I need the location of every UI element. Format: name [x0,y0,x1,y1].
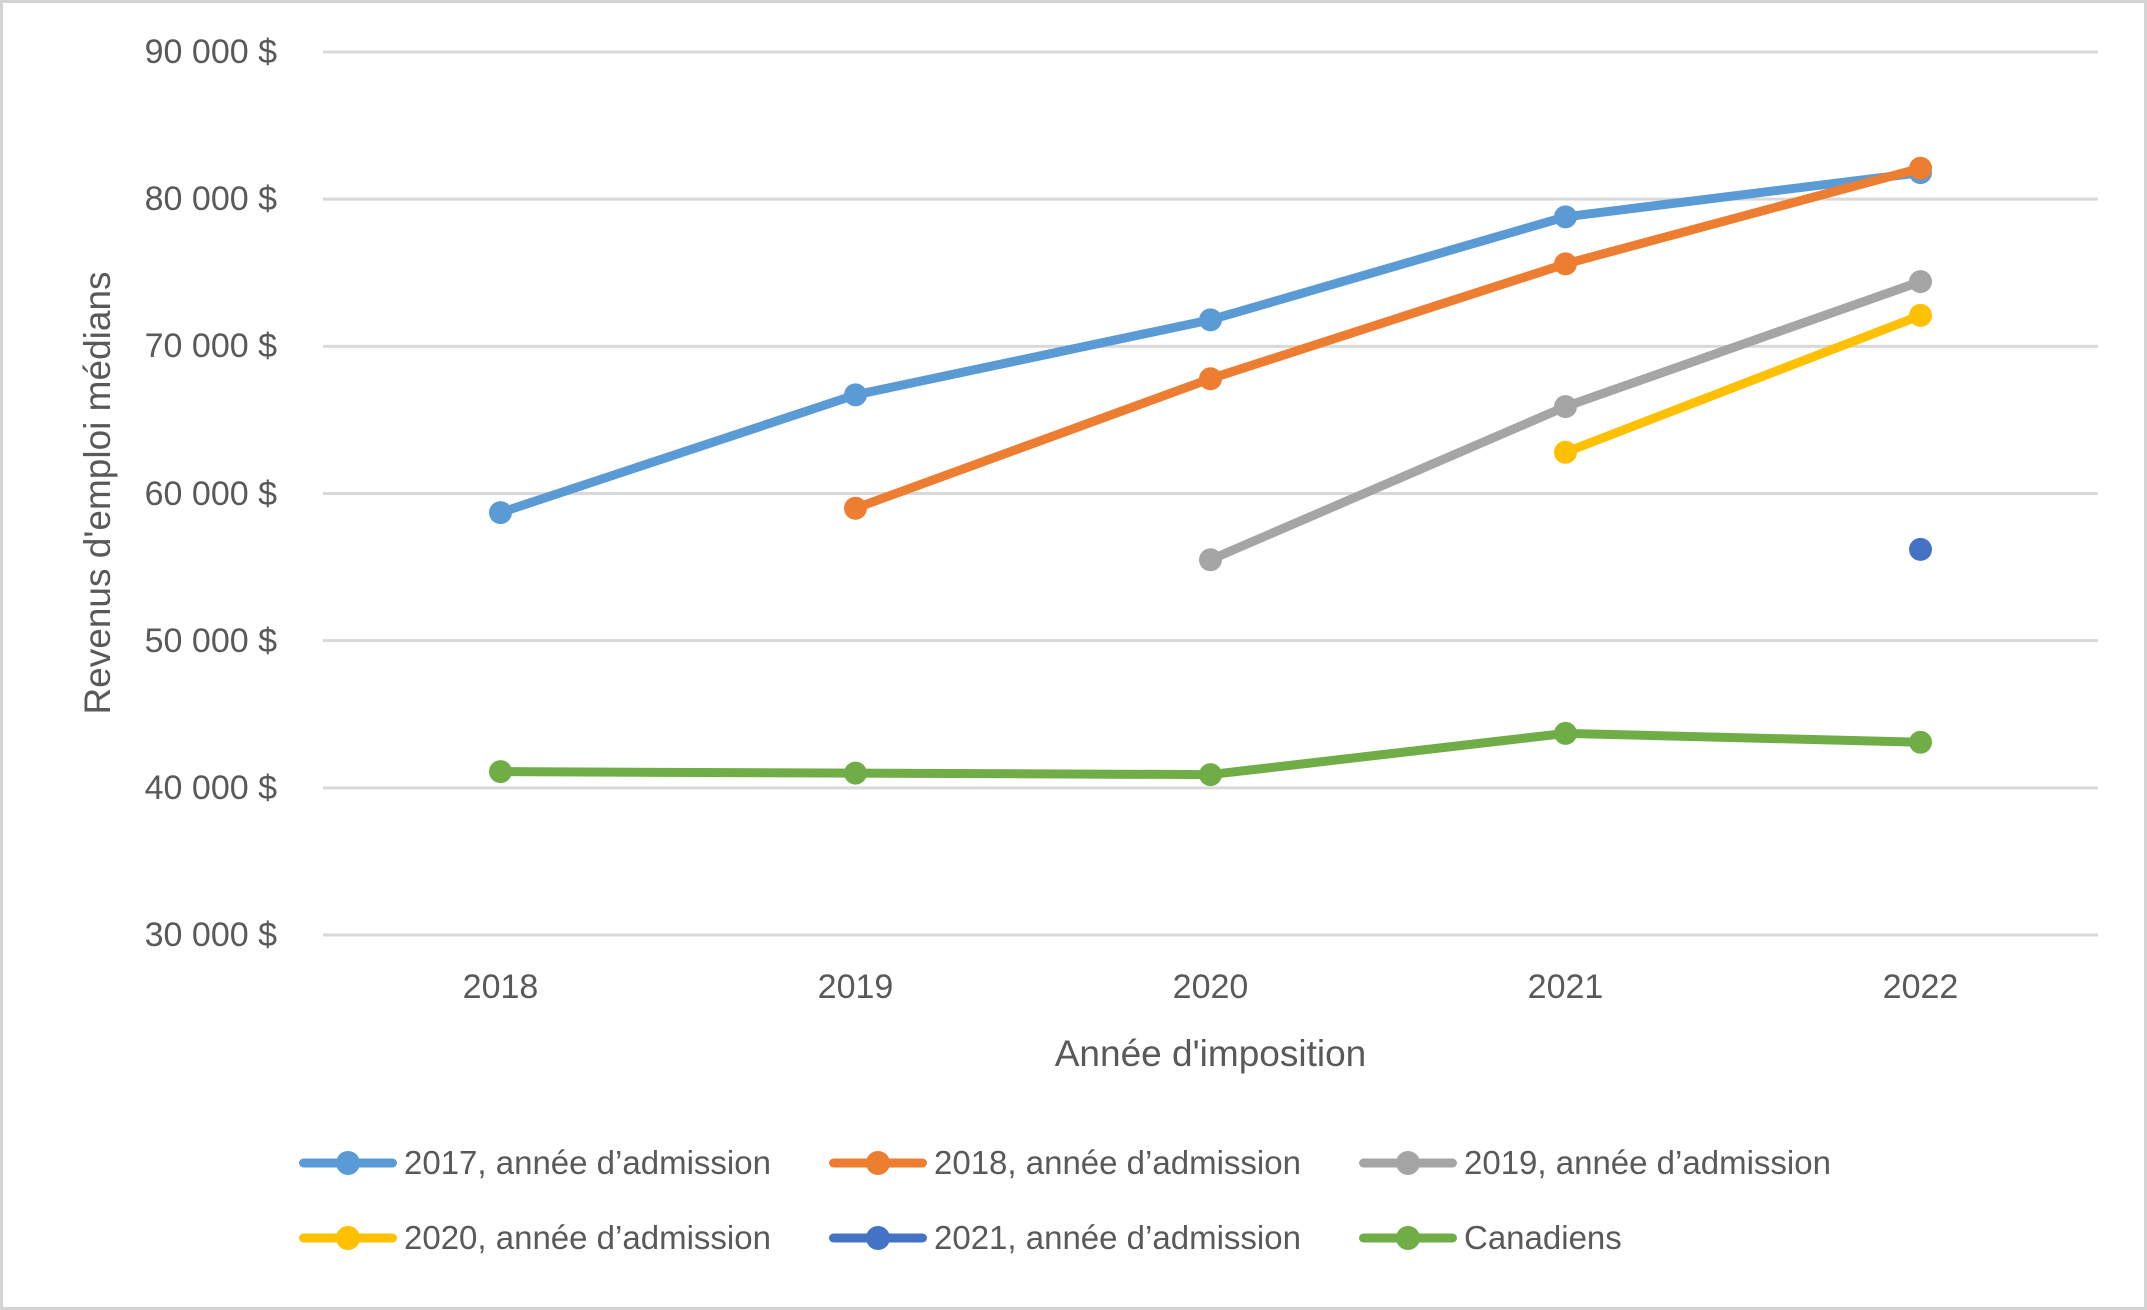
series-canadiens [489,721,1932,787]
data-point-marker [1199,367,1222,391]
x-tick-label: 2019 [817,968,894,1006]
data-point-marker [489,501,512,525]
legend-line-marker-icon [299,1143,397,1183]
legend-item-label: 2017, année d’admission [404,1143,771,1181]
series-layer [489,156,1932,787]
series-2021-ann-e-d-admission [1909,537,1932,561]
y-tick-label: 40 000 $ [144,768,277,807]
x-tick-label: 2021 [1527,968,1604,1006]
series-2017-ann-e-d-admission [489,161,1932,525]
legend-line-marker-icon [299,1218,397,1258]
y-tick-label: 30 000 $ [144,916,277,954]
plot-area [323,50,2098,937]
data-point-marker [1909,156,1932,180]
series-2019-ann-e-d-admission [1199,270,1932,572]
legend-item-2021-admission: 2021, année d’admission [829,1214,1359,1261]
legend-line-marker-icon [1359,1218,1457,1258]
data-point-marker [1554,395,1577,419]
gridlines [323,50,2098,937]
legend-item-label: 2021, année d’admission [934,1218,1301,1256]
legend-line-marker-icon [1359,1143,1457,1183]
data-point-marker [1199,763,1222,787]
data-point-marker [1554,721,1577,745]
legend-item-2017-admission: 2017, année d’admission [299,1139,829,1186]
x-tick-label: 2022 [1882,968,1959,1006]
legend-item-label: Canadiens [1464,1218,1622,1256]
y-tick-label: 80 000 $ [144,180,277,219]
legend-item-canadiens: Canadiens [1359,1214,1889,1261]
legend-line-marker-icon [829,1143,927,1183]
data-point-marker [489,760,512,784]
data-point-marker [844,496,867,520]
y-tick-label: 50 000 $ [144,621,277,660]
data-point-marker [1909,537,1932,561]
series-line [1561,310,1925,457]
x-tick-label: 2020 [1172,968,1249,1006]
legend-item-label: 2018, année d’admission [934,1143,1301,1181]
x-tick-label: 2018 [462,968,539,1006]
data-point-marker [1909,730,1932,754]
data-point-marker [1554,205,1577,229]
series-line [1206,277,1925,565]
legend-item-2019-admission: 2019, année d’admission [1359,1139,1889,1186]
data-point-marker [1199,308,1222,332]
series-line [851,163,1925,513]
y-tick-label: 60 000 $ [144,474,277,513]
data-point-marker [844,761,867,785]
series-2020-ann-e-d-admission [1554,303,1932,464]
data-point-marker [1554,440,1577,464]
legend-item-2018-admission: 2018, année d’admission [829,1139,1359,1186]
x-axis-title: Année d'imposition [1054,1033,1367,1074]
data-point-marker [844,383,867,407]
legend: 2017, année d’admission 2018, année d’ad… [299,1139,1889,1261]
series-2018-ann-e-d-admission [844,156,1932,520]
y-axis-title: Revenus d'emploi médians [77,271,118,715]
data-point-marker [1554,252,1577,276]
legend-item-label: 2020, année d’admission [404,1218,771,1256]
y-tick-label: 70 000 $ [144,327,277,366]
data-point-marker [1909,303,1932,327]
data-point-marker [1909,270,1932,294]
legend-item-2020-admission: 2020, année d’admission [299,1214,829,1261]
data-point-marker [1199,548,1222,572]
legend-line-marker-icon [829,1218,927,1258]
y-tick-label: 90 000 $ [144,33,277,71]
legend-item-label: 2019, année d’admission [1464,1143,1831,1181]
